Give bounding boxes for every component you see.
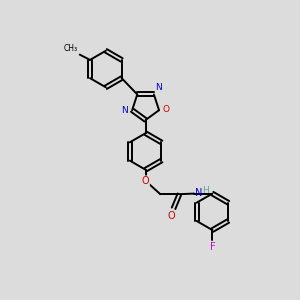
Text: N: N xyxy=(122,106,128,115)
Text: O: O xyxy=(167,211,175,221)
Text: O: O xyxy=(142,176,149,186)
Text: N: N xyxy=(195,188,203,198)
Text: CH₃: CH₃ xyxy=(64,44,78,53)
Text: N: N xyxy=(155,83,162,92)
Text: O: O xyxy=(163,105,170,114)
Text: F: F xyxy=(210,242,215,253)
Text: H: H xyxy=(202,185,209,194)
